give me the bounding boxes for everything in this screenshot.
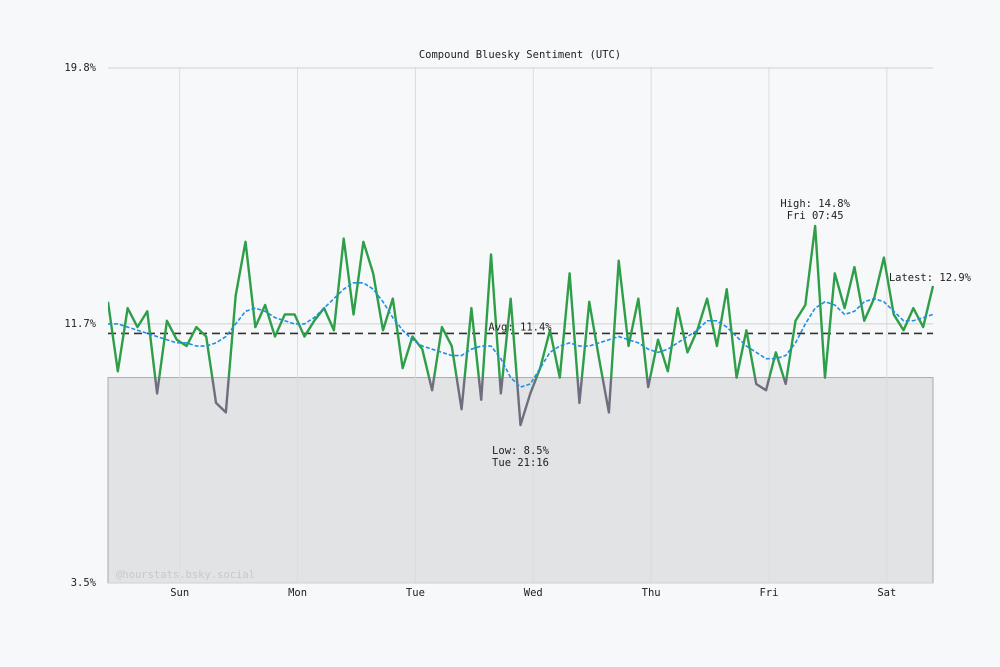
x-tick-label: Mon — [288, 587, 307, 599]
latest-label: Latest: 12.9% — [889, 272, 972, 284]
high-time: Fri 07:45 — [787, 210, 844, 222]
y-tick-label: 19.8% — [64, 62, 96, 74]
x-tick-label: Sun — [170, 587, 189, 599]
y-tick-label: 11.7% — [64, 318, 96, 330]
sentiment-line-below — [154, 377, 827, 427]
low-time: Tue 21:16 — [492, 457, 549, 469]
sentiment-line — [108, 224, 935, 378]
threshold-region — [107, 377, 934, 584]
x-tick-label: Wed — [524, 587, 543, 599]
x-tick-label: Sat — [877, 587, 896, 599]
y-tick-label: 3.5% — [71, 577, 97, 589]
watermark: @hourstats.bsky.social — [116, 569, 255, 581]
chart-title: Compound Bluesky Sentiment (UTC) — [419, 49, 621, 61]
trend-line — [108, 282, 934, 388]
average-label: Avg: 11.4% — [488, 321, 552, 333]
low-label: Low: 8.5% — [492, 445, 550, 457]
x-tick-label: Thu — [642, 587, 661, 599]
x-tick-label: Tue — [406, 587, 425, 599]
high-label: High: 14.8% — [780, 198, 850, 210]
x-tick-label: Fri — [759, 587, 778, 599]
